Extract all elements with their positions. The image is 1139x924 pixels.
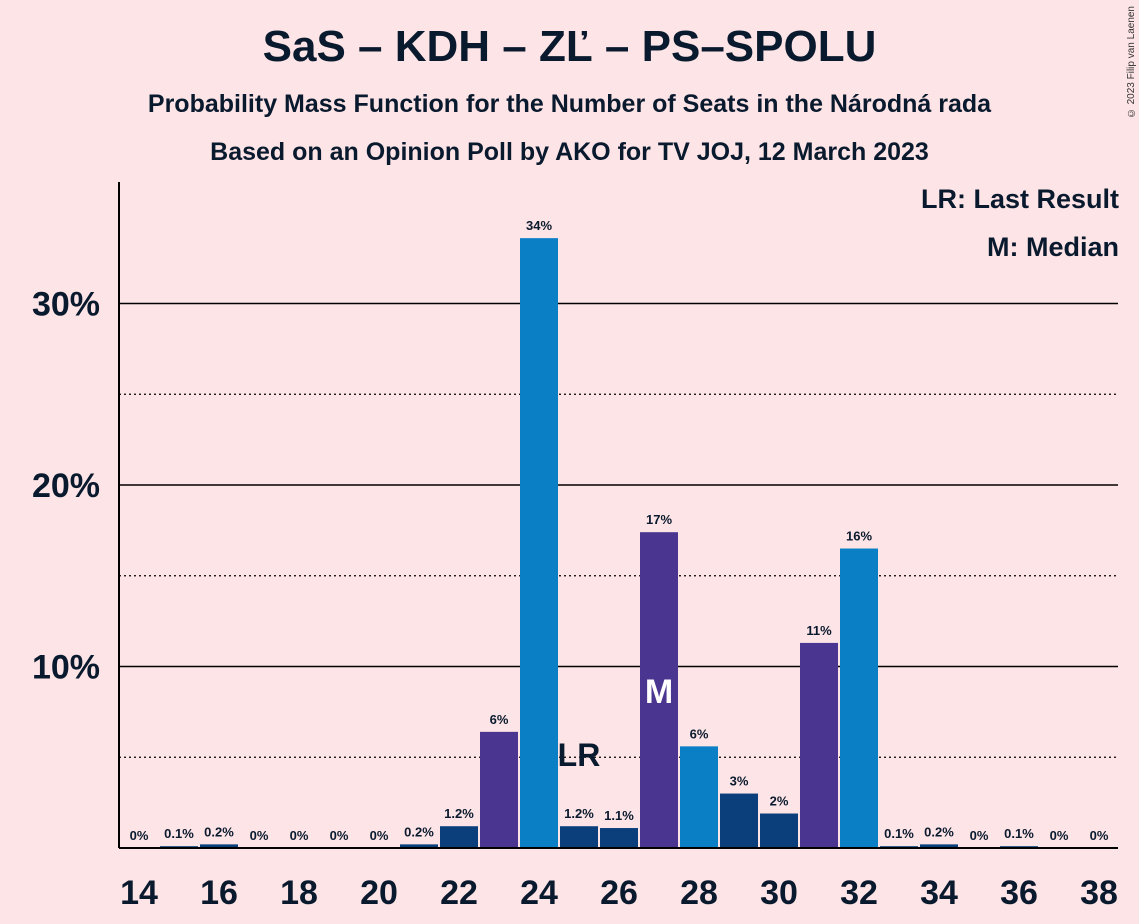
bar-34 (920, 844, 958, 848)
bar-30 (760, 813, 798, 848)
bar-label-33: 0.1% (884, 826, 914, 841)
x-tick-label: 36 (1000, 874, 1038, 912)
y-tick-label: 30% (32, 286, 100, 324)
bar-label-28: 6% (690, 726, 709, 741)
x-tick-label: 30 (760, 874, 798, 912)
bar-label-30: 2% (770, 794, 789, 809)
x-tick-label: 24 (520, 874, 558, 912)
bar-28 (680, 746, 718, 848)
bar-label-15: 0.1% (164, 826, 194, 841)
bar-24 (520, 238, 558, 848)
bar-31 (800, 642, 838, 848)
bar-label-36: 0.1% (1004, 826, 1034, 841)
x-tick-label: 38 (1080, 874, 1118, 912)
y-tick-label: 20% (32, 467, 100, 505)
chart-source: Based on an Opinion Poll by AKO for TV J… (210, 138, 929, 166)
bar-32 (840, 548, 878, 848)
bar-label-35: 0% (970, 828, 989, 843)
bar-label-14: 0% (130, 828, 149, 843)
bar-26 (600, 828, 638, 848)
bar-label-25: 1.2% (564, 806, 594, 821)
bar-label-27: 17% (646, 512, 672, 527)
x-tick-label: 16 (200, 874, 238, 912)
bar-label-23: 6% (490, 712, 509, 727)
bars (160, 238, 1038, 848)
x-tick-label: 34 (920, 874, 958, 912)
bar-label-24: 34% (526, 218, 552, 233)
bar-label-26: 1.1% (604, 808, 634, 823)
x-tick-label: 26 (600, 874, 638, 912)
bar-29 (720, 793, 758, 848)
x-tick-label: 14 (120, 874, 158, 912)
bar-label-22: 1.2% (444, 806, 474, 821)
x-tick-label: 22 (440, 874, 478, 912)
bar-label-16: 0.2% (204, 824, 234, 839)
legend-median: M: Median (987, 232, 1119, 262)
bar-label-29: 3% (730, 774, 749, 789)
bar-label-37: 0% (1050, 828, 1069, 843)
bar-22 (440, 826, 478, 848)
x-tick-label: 32 (840, 874, 878, 912)
median-marker: M (645, 673, 673, 711)
bar-label-19: 0% (330, 828, 349, 843)
chart-title: SaS – KDH – ZĽ – PS–SPOLU (262, 22, 877, 71)
bar-label-17: 0% (250, 828, 269, 843)
gridlines: 10% 20% 30% (32, 286, 1118, 758)
y-tick-label: 10% (32, 649, 100, 687)
bar-label-31: 11% (806, 623, 832, 638)
x-tick-label: 18 (280, 874, 318, 912)
bar-labels: 0% 0.1% 0.2% 0% 0% 0% 0% 0.2% 1.2% 6% 34% 1.2% 1.1% 1… (130, 218, 1109, 843)
bar-label-38: 0% (1090, 828, 1109, 843)
bar-label-34: 0.2% (924, 824, 954, 839)
legend-last-result: LR: Last Result (920, 184, 1119, 214)
chart-subtitle: Probability Mass Function for the Number… (147, 90, 992, 118)
bar-label-18: 0% (290, 828, 309, 843)
bar-label-21: 0.2% (404, 824, 434, 839)
last-result-marker: LR (558, 737, 601, 773)
bar-label-32: 16% (846, 529, 872, 544)
bar-16 (200, 844, 238, 848)
x-tick-label: 20 (360, 874, 398, 912)
bar-27 (640, 532, 678, 848)
x-tick-label: 28 (680, 874, 718, 912)
axes: 14 16 18 20 22 24 26 28 30 32 34 36 38 (118, 182, 1118, 912)
bar-23 (480, 731, 518, 848)
bar-21 (400, 844, 438, 848)
bar-label-20: 0% (370, 828, 389, 843)
bar-25 (560, 826, 598, 848)
